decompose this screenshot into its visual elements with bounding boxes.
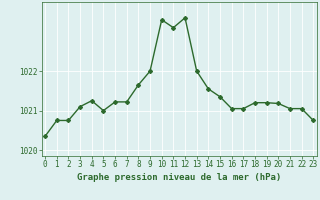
X-axis label: Graphe pression niveau de la mer (hPa): Graphe pression niveau de la mer (hPa) <box>77 173 281 182</box>
